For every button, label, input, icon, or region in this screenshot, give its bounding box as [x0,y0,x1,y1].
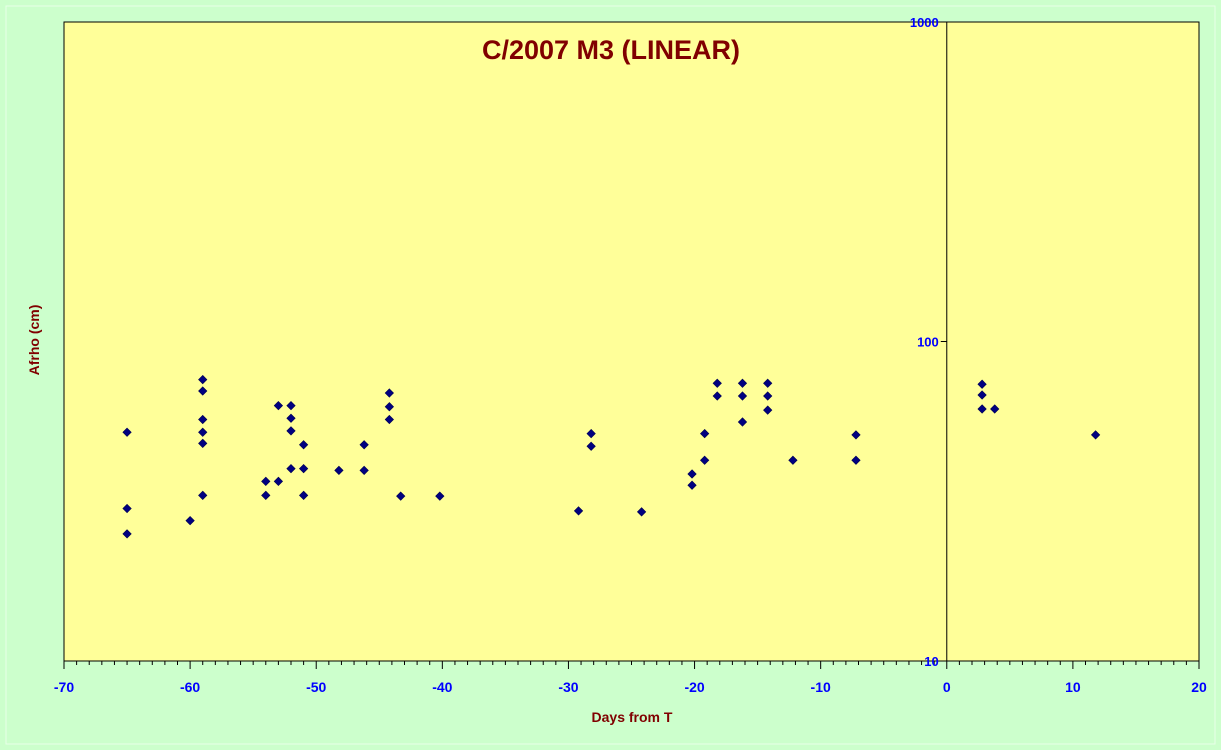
chart-border [5,5,1216,745]
data-point [737,417,748,427]
data-point [286,400,296,411]
data-point [384,388,394,398]
data-point [573,506,584,516]
x-tick-label: 20 [1191,679,1207,695]
y-axis-title: Afrho (cm) [26,305,42,376]
x-tick-label: -10 [811,679,831,695]
data-point [198,374,208,385]
x-tick-label: -70 [54,679,74,695]
data-point [384,414,394,425]
data-point [286,426,296,436]
data-point [286,464,296,474]
data-points [122,374,1101,539]
data-point [763,405,773,415]
data-point [763,391,773,401]
data-point [298,440,309,450]
data-point [977,404,987,414]
x-minor-ticks [76,661,1187,665]
plot-area [63,21,1200,662]
x-tick-label: -40 [432,679,452,695]
data-point [198,427,208,437]
data-point [788,455,798,465]
data-point [198,438,208,448]
x-tick-label: -30 [558,679,578,695]
x-tick-labels: -70 -60 -50 -40 -30 -20 -10 0 10 20 [54,679,1207,695]
data-point [286,413,296,423]
data-point [273,400,284,411]
data-point [198,386,208,396]
data-point [687,469,697,479]
data-point [700,428,710,439]
x-major-ticks [63,661,1200,669]
data-point [636,507,647,517]
data-point [851,430,861,440]
data-point [261,490,271,500]
data-point [586,441,596,451]
data-point [273,476,284,486]
x-tick-label: 0 [943,679,951,695]
data-point [687,480,697,490]
data-point [737,378,748,388]
data-point [359,440,369,450]
data-point [712,378,722,388]
data-point [198,414,208,425]
y-tick-labels: 10 100 1000 [910,15,939,669]
data-point [737,391,748,401]
data-point [298,464,309,474]
data-point [435,491,445,501]
data-point [396,491,406,501]
data-point [122,427,132,437]
chart-title: C/2007 M3 (LINEAR) [482,35,740,65]
data-point [586,428,596,439]
data-point [122,503,132,514]
data-point [1090,430,1101,440]
x-axis-title: Days from T [592,709,673,725]
data-point [990,404,1000,414]
x-tick-label: -60 [180,679,200,695]
x-tick-label: -50 [306,679,326,695]
data-point [359,465,369,476]
data-point [977,379,987,389]
x-tick-label: 10 [1065,679,1081,695]
y-tick-label: 100 [917,335,939,350]
data-point [185,516,195,526]
data-point [851,455,861,465]
data-point [298,490,309,500]
y-tick-label: 1000 [910,15,939,30]
data-point [977,390,987,400]
data-point [261,476,271,486]
x-tick-label: -20 [684,679,704,695]
data-point [700,455,710,465]
data-point [198,490,208,500]
y-axis-ticks [940,21,947,662]
y-tick-label: 10 [924,654,938,669]
data-point [334,465,344,476]
data-point [384,402,394,412]
data-point [712,391,722,401]
data-point [122,529,132,539]
data-point [763,378,773,388]
